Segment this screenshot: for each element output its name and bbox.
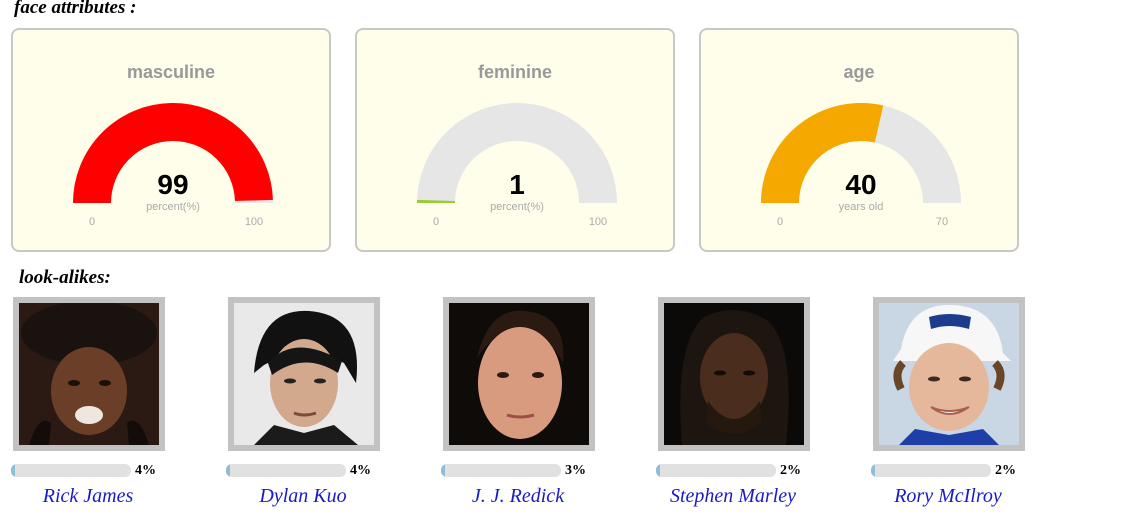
gauge-value: 99 — [157, 169, 188, 200]
gauge-card-age: age 40 years old 0 70 — [699, 28, 1019, 252]
gauge-value: 40 — [845, 169, 876, 200]
similarity-percent: 4% — [135, 463, 156, 478]
gauge-card-masculine: masculine 99 percent(%) 0 100 — [11, 28, 331, 252]
lookalike-photo-frame[interactable] — [443, 297, 595, 451]
gauge-card-feminine: feminine 1 percent(%) 0 100 — [355, 28, 675, 252]
lookalike-photo[interactable] — [234, 303, 374, 445]
lookalike-card: 3% J. J. Redick — [441, 297, 656, 517]
lookalike-name-link[interactable]: Stephen Marley — [669, 485, 797, 507]
similarity-bar — [441, 464, 561, 477]
lookalike-card: 4% Dylan Kuo — [226, 297, 441, 517]
face-attributes-heading: face attributes : — [14, 0, 137, 18]
lookalike-card: 4% Rick James — [11, 297, 226, 517]
gauge-unit: percent(%) — [146, 201, 200, 213]
lookalike-photo[interactable] — [449, 303, 589, 445]
lookalike-photo[interactable] — [664, 303, 804, 445]
lookalike-photo-frame[interactable] — [873, 297, 1025, 451]
similarity-bar-fill — [226, 464, 230, 477]
gauge-min-label: 0 — [777, 216, 783, 228]
gauge-max-label: 100 — [589, 216, 607, 228]
similarity-percent: 4% — [350, 463, 371, 478]
gauge-unit: years old — [839, 201, 884, 213]
lookalike-card: 2% Rory McIlroy — [871, 297, 1086, 517]
lookalike-name-link[interactable]: Dylan Kuo — [259, 485, 347, 507]
similarity-bar — [871, 464, 991, 477]
similarity-bar-fill — [441, 464, 445, 477]
gauge-age: 40 years old 0 70 — [761, 103, 961, 228]
gauge-title: feminine — [477, 62, 552, 82]
similarity-percent: 3% — [565, 463, 586, 478]
similarity-bar — [11, 464, 131, 477]
gauge-track — [417, 103, 617, 204]
gauge-title: age — [843, 62, 875, 82]
lookalike-name-link[interactable]: Rick James — [42, 485, 134, 507]
gauge-value: 1 — [509, 169, 525, 200]
lookalike-photo[interactable] — [19, 303, 159, 445]
lookalike-card: 2% Stephen Marley — [656, 297, 871, 517]
lookalike-photo[interactable] — [879, 303, 1019, 445]
gauge-max-label: 100 — [245, 216, 263, 228]
lookalike-photo-frame[interactable] — [658, 297, 810, 451]
lookalike-photo-frame[interactable] — [228, 297, 380, 451]
look-alikes-heading: look-alikes: — [19, 267, 111, 288]
gauge-max-label: 70 — [936, 216, 948, 228]
gauge-fill — [761, 103, 884, 204]
gauge-feminine: 1 percent(%) 0 100 — [417, 103, 617, 228]
similarity-bar — [226, 464, 346, 477]
similarity-percent: 2% — [780, 463, 801, 478]
lookalike-photo-frame[interactable] — [13, 297, 165, 451]
lookalike-name-link[interactable]: Rory McIlroy — [894, 485, 1002, 507]
similarity-bar-fill — [656, 464, 660, 477]
gauge-min-label: 0 — [433, 216, 439, 228]
gauge-masculine: 99 percent(%) 0 100 — [73, 103, 273, 228]
lookalike-name-link[interactable]: J. J. Redick — [471, 485, 565, 507]
gauge-unit: percent(%) — [490, 201, 544, 213]
gauge-min-label: 0 — [89, 216, 95, 228]
similarity-bar — [656, 464, 776, 477]
gauge-title: masculine — [126, 62, 216, 82]
similarity-bar-fill — [11, 464, 15, 477]
gauge-fill — [73, 103, 273, 204]
similarity-percent: 2% — [995, 463, 1016, 478]
similarity-bar-fill — [871, 464, 875, 477]
